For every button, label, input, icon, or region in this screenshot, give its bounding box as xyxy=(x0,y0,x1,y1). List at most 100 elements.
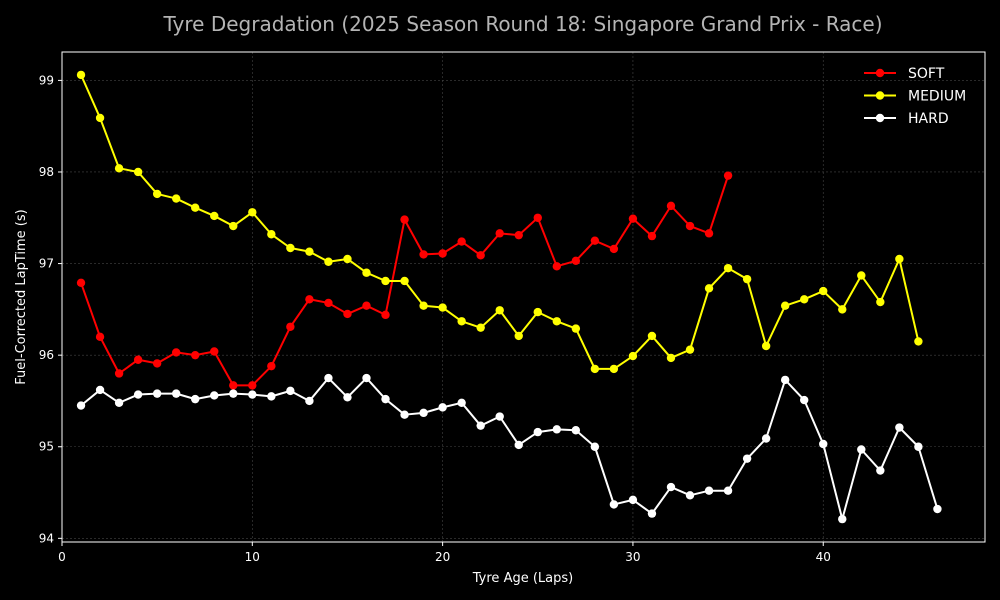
data-point-hard xyxy=(95,385,105,395)
data-point-hard xyxy=(343,393,352,402)
y-axis-label: Fuel-Corrected LapTime (s) xyxy=(14,209,29,384)
series-line-hard xyxy=(80,377,939,521)
data-point-hard xyxy=(857,445,866,454)
y-tick-label: 94 xyxy=(39,531,54,545)
data-point-hard xyxy=(76,401,86,410)
x-axis-label: Tyre Age (Laps) xyxy=(472,571,573,586)
data-point-medium xyxy=(114,164,124,173)
legend-label: HARD xyxy=(908,111,949,127)
data-point-soft xyxy=(133,355,143,364)
data-point-hard xyxy=(609,500,619,509)
data-point-medium xyxy=(609,364,619,374)
legend-label: SOFT xyxy=(908,66,945,82)
data-point-medium xyxy=(171,194,181,203)
data-point-medium xyxy=(514,331,523,341)
legend-item-soft: SOFT xyxy=(864,66,945,82)
data-point-soft xyxy=(571,256,581,266)
data-point-soft xyxy=(400,215,409,224)
data-point-medium xyxy=(685,345,695,354)
grid xyxy=(61,52,985,542)
data-point-medium xyxy=(838,305,847,314)
data-point-medium xyxy=(647,331,657,341)
data-point-hard xyxy=(305,396,314,406)
series-hard xyxy=(76,373,942,524)
legend-item-medium: MEDIUM xyxy=(864,89,966,105)
data-point-soft xyxy=(419,250,428,259)
data-point-medium xyxy=(362,268,371,277)
data-point-soft xyxy=(533,213,542,222)
data-point-hard xyxy=(780,375,790,385)
data-point-medium xyxy=(133,167,143,177)
data-point-medium xyxy=(895,254,904,264)
data-point-soft xyxy=(362,301,371,310)
data-point-medium xyxy=(438,303,447,312)
data-point-medium xyxy=(819,286,828,296)
data-point-soft xyxy=(343,309,352,319)
data-point-medium xyxy=(76,70,86,80)
data-point-medium xyxy=(457,317,466,326)
data-point-hard xyxy=(133,390,143,399)
data-point-hard xyxy=(419,408,428,418)
data-point-soft xyxy=(628,214,638,223)
data-point-hard xyxy=(647,509,657,518)
data-point-hard xyxy=(800,395,809,405)
y-tick-label: 97 xyxy=(39,257,54,271)
data-point-medium xyxy=(914,337,923,346)
data-point-soft xyxy=(476,251,485,260)
data-point-soft xyxy=(685,221,695,231)
legend-item-hard: HARD xyxy=(864,111,949,127)
data-point-soft xyxy=(552,262,562,271)
data-point-soft xyxy=(191,350,200,360)
data-point-hard xyxy=(210,391,219,400)
data-point-hard xyxy=(876,466,885,475)
y-tick-label: 95 xyxy=(39,440,54,454)
data-point-hard xyxy=(761,434,771,443)
data-point-soft xyxy=(267,361,276,371)
data-point-medium xyxy=(533,307,542,317)
data-point-soft xyxy=(248,381,257,390)
data-point-medium xyxy=(191,203,200,212)
data-point-hard xyxy=(400,410,409,419)
data-point-medium xyxy=(780,301,790,310)
data-point-hard xyxy=(742,454,752,463)
data-point-soft xyxy=(286,322,295,331)
data-point-medium xyxy=(248,208,257,217)
data-point-medium xyxy=(552,317,562,326)
data-point-hard xyxy=(895,423,904,432)
data-point-hard xyxy=(933,504,942,514)
plot-frame xyxy=(61,51,986,543)
x-tick-label: 20 xyxy=(435,550,450,564)
data-point-medium xyxy=(210,211,219,221)
chart-title: Tyre Degradation (2025 Season Round 18: … xyxy=(162,12,882,36)
data-point-medium xyxy=(400,276,409,286)
x-tick-label: 30 xyxy=(625,550,640,564)
data-point-hard xyxy=(457,398,466,407)
data-point-hard xyxy=(324,373,333,383)
x-tick-label: 40 xyxy=(816,550,831,564)
data-point-soft xyxy=(152,359,162,368)
data-point-medium xyxy=(419,301,428,310)
data-point-medium xyxy=(152,189,162,199)
data-point-soft xyxy=(305,295,314,304)
data-point-medium xyxy=(590,364,600,374)
data-point-hard xyxy=(590,442,600,451)
data-point-soft xyxy=(324,298,333,308)
data-point-soft xyxy=(457,237,466,246)
data-point-medium xyxy=(381,276,390,286)
data-point-hard xyxy=(152,389,162,398)
data-point-hard xyxy=(476,421,485,430)
data-point-hard xyxy=(267,392,276,401)
data-point-hard xyxy=(666,482,676,492)
data-point-soft xyxy=(76,278,86,288)
data-point-medium xyxy=(571,324,581,333)
data-point-soft xyxy=(590,236,600,245)
data-point-medium xyxy=(286,243,295,253)
data-point-medium xyxy=(704,284,714,293)
data-point-hard xyxy=(571,426,581,435)
data-point-soft xyxy=(438,249,447,258)
data-point-hard xyxy=(685,491,695,500)
data-point-hard xyxy=(552,425,562,434)
data-point-hard xyxy=(171,389,181,398)
